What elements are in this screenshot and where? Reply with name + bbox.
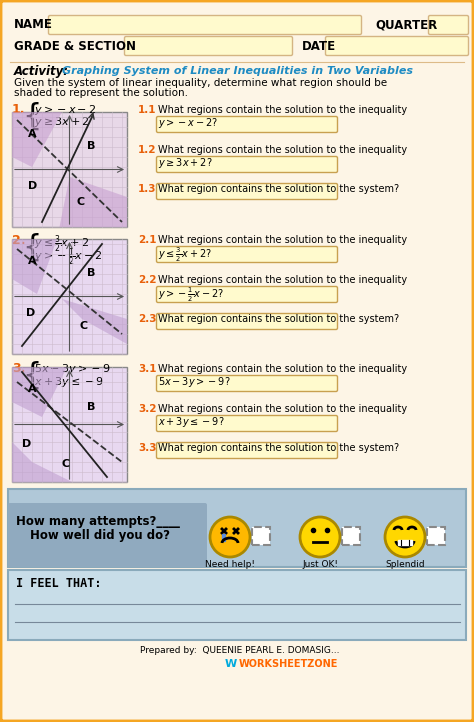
Text: What regions contain the solution to the inequality: What regions contain the solution to the…: [158, 145, 407, 155]
Text: $y \geq 3x + 2$?: $y \geq 3x + 2$?: [158, 156, 213, 170]
Text: 1.: 1.: [12, 103, 26, 116]
Text: A: A: [28, 129, 36, 139]
Text: Given the system of linear inequality, determine what region should be: Given the system of linear inequality, d…: [14, 78, 387, 88]
Text: B: B: [87, 141, 95, 151]
Text: {: {: [22, 102, 41, 131]
Bar: [427, 527, 445, 545]
Polygon shape: [12, 367, 67, 417]
Text: Splendid: Splendid: [385, 560, 425, 569]
Polygon shape: [12, 239, 57, 294]
Polygon shape: [60, 177, 127, 227]
Text: shaded to represent the solution.: shaded to represent the solution.: [14, 88, 188, 98]
FancyBboxPatch shape: [156, 246, 337, 263]
Text: DATE: DATE: [302, 40, 336, 53]
FancyBboxPatch shape: [156, 415, 337, 432]
Text: C: C: [80, 321, 88, 331]
Text: A: A: [28, 384, 36, 394]
Text: $5x - 3y > -9$?: $5x - 3y > -9$?: [158, 375, 230, 389]
Text: $y > -x - 2$: $y > -x - 2$: [34, 103, 96, 117]
Text: $y > -\frac{1}{2}x - 2$?: $y > -\frac{1}{2}x - 2$?: [158, 286, 224, 304]
Text: Activity:: Activity:: [14, 64, 69, 77]
FancyBboxPatch shape: [156, 183, 337, 199]
Bar: [12, 367, 127, 482]
Text: What region contains the solution to the system?: What region contains the solution to the…: [158, 314, 399, 324]
Text: What regions contain the solution to the inequality: What regions contain the solution to the…: [158, 364, 407, 374]
Text: $y > -x - 2$?: $y > -x - 2$?: [158, 116, 219, 130]
Text: 3.2: 3.2: [138, 404, 156, 414]
Text: D: D: [26, 308, 35, 318]
Text: D: D: [28, 181, 37, 191]
Text: What regions contain the solution to the inequality: What regions contain the solution to the…: [158, 105, 407, 115]
FancyBboxPatch shape: [326, 37, 468, 56]
Bar: [8, 570, 466, 640]
FancyBboxPatch shape: [125, 37, 292, 56]
Bar: [12, 239, 127, 354]
Bar: [398, 540, 412, 545]
Text: What regions contain the solution to the inequality: What regions contain the solution to the…: [158, 235, 407, 245]
Text: A: A: [28, 256, 36, 266]
Text: What region contains the solution to the system?: What region contains the solution to the…: [158, 184, 399, 194]
Text: D: D: [22, 439, 31, 449]
FancyBboxPatch shape: [156, 287, 337, 303]
Bar: [342, 527, 360, 545]
Text: What regions contain the solution to the inequality: What regions contain the solution to the…: [158, 275, 407, 285]
Text: 2.1: 2.1: [138, 235, 156, 245]
Text: How well did you do?: How well did you do?: [30, 529, 170, 542]
Text: Graphing System of Linear Inequalities in Two Variables: Graphing System of Linear Inequalities i…: [62, 66, 413, 76]
Text: $y > -\frac{1}{2}x - 2$: $y > -\frac{1}{2}x - 2$: [34, 247, 103, 269]
Text: $x + 3y \leq -9$: $x + 3y \leq -9$: [34, 375, 104, 389]
Polygon shape: [62, 299, 127, 344]
Text: $y \leq \frac{3}{2}x + 2$: $y \leq \frac{3}{2}x + 2$: [34, 234, 89, 256]
Bar: [252, 527, 270, 545]
Text: What regions contain the solution to the inequality: What regions contain the solution to the…: [158, 404, 407, 414]
Text: I FEEL THAT:: I FEEL THAT:: [16, 577, 101, 590]
Circle shape: [300, 517, 340, 557]
Text: $y \leq \frac{3}{2}x + 2$?: $y \leq \frac{3}{2}x + 2$?: [158, 246, 212, 264]
Text: {: {: [22, 233, 41, 262]
FancyBboxPatch shape: [8, 503, 207, 567]
Text: 3.1: 3.1: [138, 364, 156, 374]
Bar: [12, 112, 127, 227]
Text: 3.: 3.: [12, 362, 26, 375]
Circle shape: [385, 517, 425, 557]
FancyBboxPatch shape: [156, 116, 337, 133]
Text: Just OK!: Just OK!: [302, 560, 338, 569]
Text: 1.2: 1.2: [138, 145, 156, 155]
Text: GRADE & SECTION: GRADE & SECTION: [14, 40, 136, 53]
FancyBboxPatch shape: [428, 15, 468, 35]
Text: 2.3: 2.3: [138, 314, 156, 324]
Text: $5x - 3y > -9$: $5x - 3y > -9$: [34, 362, 110, 376]
Text: How many attempts?____: How many attempts?____: [16, 515, 180, 528]
Text: 2.2: 2.2: [138, 275, 156, 285]
Text: What region contains the solution to the system?: What region contains the solution to the…: [158, 443, 399, 453]
Polygon shape: [12, 442, 72, 482]
FancyBboxPatch shape: [156, 443, 337, 458]
Text: C: C: [77, 197, 85, 207]
Text: QUARTER: QUARTER: [375, 19, 437, 32]
Text: B: B: [87, 268, 95, 278]
Polygon shape: [12, 112, 62, 167]
Text: $x + 3y \leq -9$?: $x + 3y \leq -9$?: [158, 415, 225, 429]
Text: C: C: [62, 459, 70, 469]
FancyBboxPatch shape: [156, 313, 337, 329]
Text: B: B: [87, 402, 95, 412]
FancyBboxPatch shape: [156, 157, 337, 173]
Text: NAME: NAME: [14, 19, 53, 32]
FancyBboxPatch shape: [156, 375, 337, 391]
Bar: [8, 489, 466, 567]
Text: 3.3: 3.3: [138, 443, 156, 453]
Text: $y \geq 3x + 2$: $y \geq 3x + 2$: [34, 115, 90, 129]
Text: Prepared by:  QUEENIE PEARL E. DOMASIG...: Prepared by: QUEENIE PEARL E. DOMASIG...: [140, 646, 340, 655]
FancyBboxPatch shape: [48, 15, 362, 35]
Circle shape: [210, 517, 250, 557]
Text: 1.1: 1.1: [138, 105, 156, 115]
Text: Need help!: Need help!: [205, 560, 255, 569]
Text: {: {: [22, 361, 41, 390]
Text: WORKSHEETZONE: WORKSHEETZONE: [239, 659, 338, 669]
Text: W: W: [225, 659, 237, 669]
Text: 1.3: 1.3: [138, 184, 156, 194]
Text: 2.: 2.: [12, 234, 26, 247]
